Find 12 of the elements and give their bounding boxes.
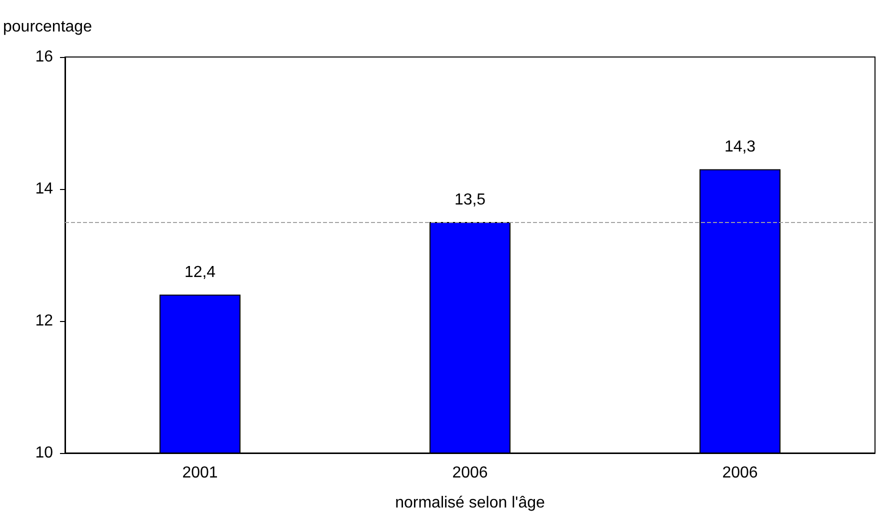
y-tick-label: 16: [35, 48, 54, 66]
x-tick-label: 2006: [452, 464, 488, 482]
data-label: 12,4: [184, 264, 216, 282]
y-tick-label: 12: [35, 312, 54, 330]
y-tick-label: 10: [35, 444, 54, 462]
x-tick-label: 2006: [722, 464, 758, 482]
y-axis-title: pourcentage: [3, 18, 92, 36]
data-label: 13,5: [454, 192, 486, 208]
y-tick-label: 14: [35, 180, 54, 198]
data-label: 14,3: [724, 138, 756, 156]
x-tick-label: 2001: [182, 464, 218, 482]
x-axis-title: normalisé selon l'âge: [395, 494, 545, 512]
